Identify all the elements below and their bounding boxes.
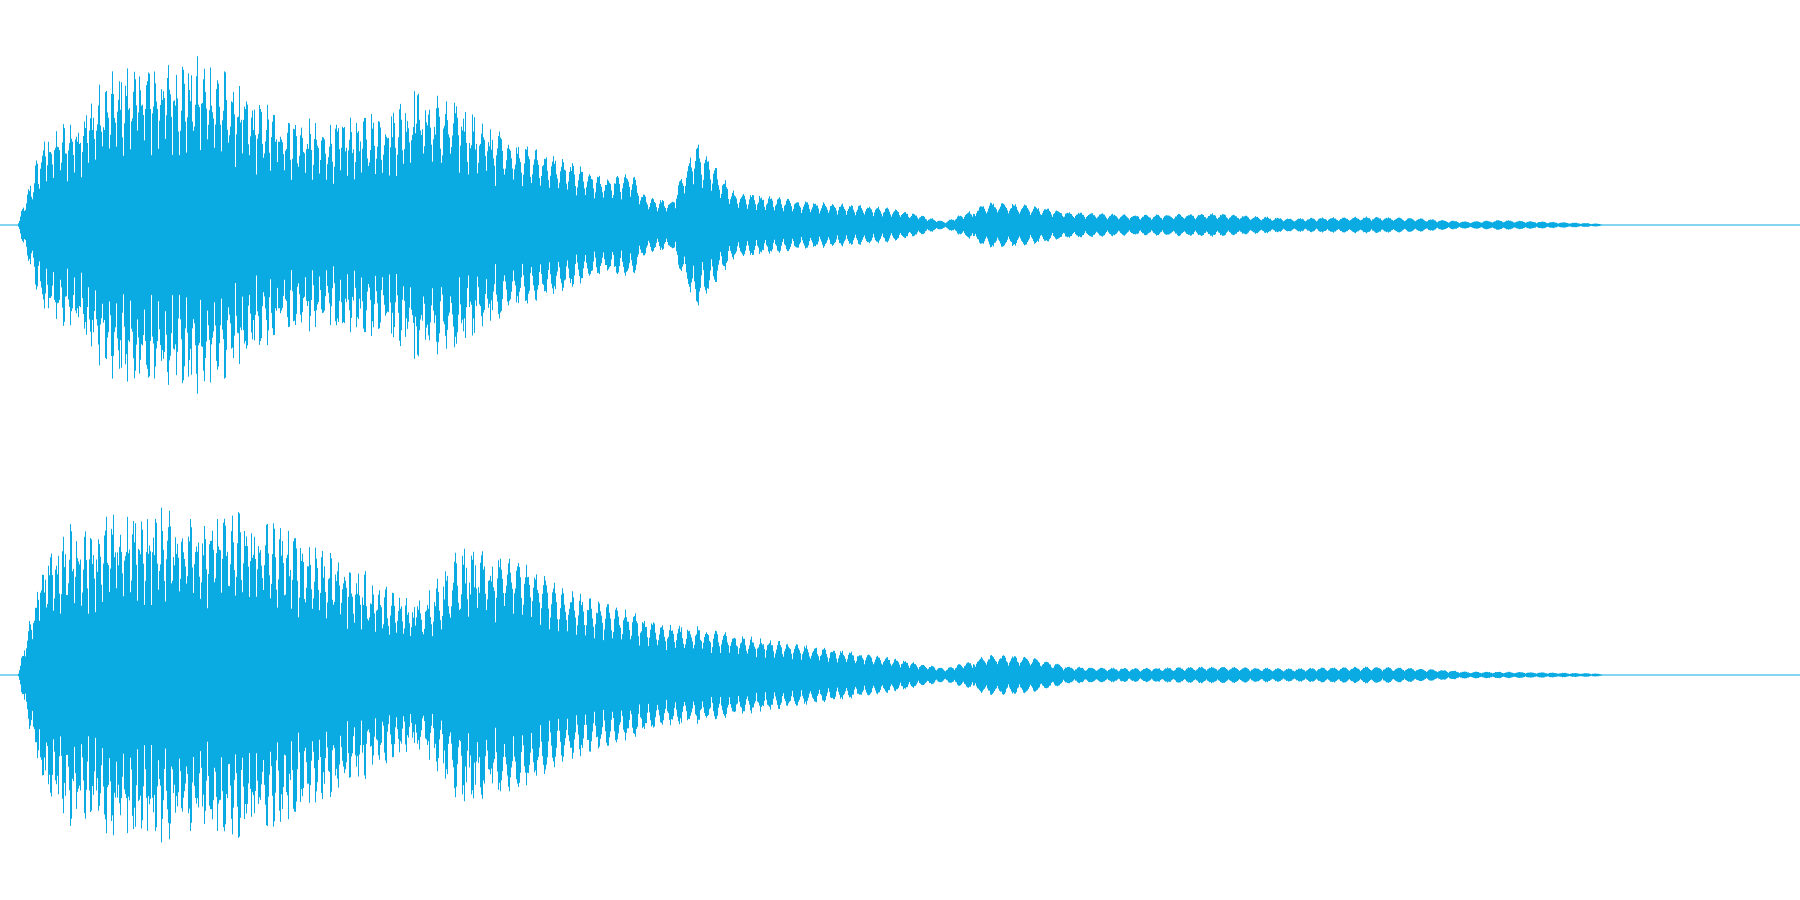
channel-2-signal [18, 507, 1610, 843]
channel-2-waveform [0, 507, 1800, 843]
channel-1-waveform [0, 56, 1800, 394]
channel-1-signal [18, 56, 1610, 394]
